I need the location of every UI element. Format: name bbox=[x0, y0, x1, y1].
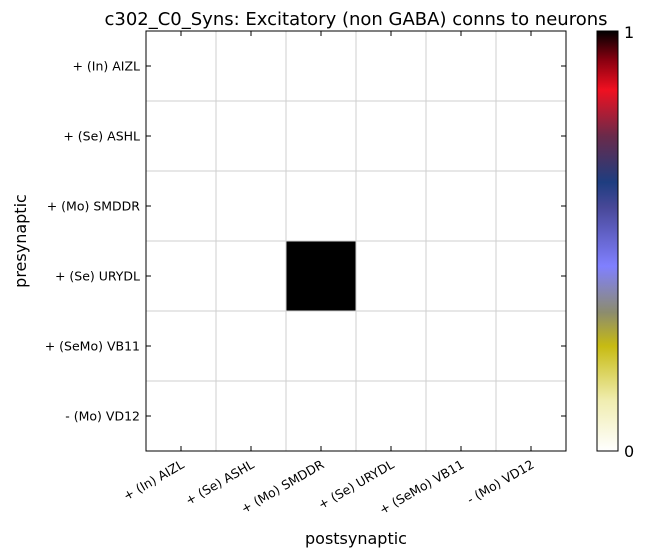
y-tick-label: + (SeMo) VB11 bbox=[45, 339, 140, 354]
heatmap-cell bbox=[496, 101, 566, 171]
heatmap-cell bbox=[496, 381, 566, 451]
axis-ticks bbox=[146, 31, 566, 451]
heatmap-cell bbox=[426, 171, 496, 241]
heatmap-cell bbox=[496, 31, 566, 101]
colorbar bbox=[596, 30, 619, 452]
heatmap-cell bbox=[356, 311, 426, 381]
heatmap-cell bbox=[216, 101, 286, 171]
heatmap-cell bbox=[356, 381, 426, 451]
heatmap-cells bbox=[146, 31, 566, 451]
y-tick-label: + (Mo) SMDDR bbox=[47, 199, 141, 214]
plot-frame bbox=[145, 30, 567, 452]
heatmap-cell bbox=[216, 381, 286, 451]
heatmap-cell bbox=[146, 311, 216, 381]
heatmap-cell bbox=[286, 171, 356, 241]
x-tick-label: - (Mo) VD12 bbox=[464, 457, 536, 507]
heatmap-cell bbox=[426, 311, 496, 381]
heatmap-cell bbox=[146, 381, 216, 451]
y-tick-label: + (Se) URYDL bbox=[55, 269, 140, 284]
heatmap-cell bbox=[356, 31, 426, 101]
heatmap-cell bbox=[286, 311, 356, 381]
heatmap-cell bbox=[426, 241, 496, 311]
grid-lines bbox=[146, 31, 566, 451]
chart-title: c302_C0_Syns: Excitatory (non GABA) conn… bbox=[104, 9, 607, 30]
heatmap-cell bbox=[146, 171, 216, 241]
heatmap-cell bbox=[496, 311, 566, 381]
y-tick-labels: + (In) AIZL + (Se) ASHL + (Mo) SMDDR + (Se)… bbox=[45, 59, 141, 424]
x-tick-label: + (In) AIZL bbox=[120, 457, 186, 504]
y-axis-label: presynaptic bbox=[11, 194, 30, 288]
heatmap-cell bbox=[216, 311, 286, 381]
colorbar-max-label: 1 bbox=[624, 23, 634, 42]
heatmap-cell bbox=[216, 241, 286, 311]
heatmap-cell bbox=[356, 101, 426, 171]
y-tick-label: - (Mo) VD12 bbox=[65, 409, 140, 424]
heatmap-cell bbox=[146, 31, 216, 101]
heatmap-cell bbox=[426, 31, 496, 101]
y-tick-label: + (In) AIZL bbox=[72, 59, 140, 74]
heatmap-cell bbox=[286, 381, 356, 451]
heatmap-cell bbox=[216, 31, 286, 101]
heatmap-cell bbox=[216, 171, 286, 241]
heatmap-cell bbox=[496, 171, 566, 241]
heatmap-cell bbox=[286, 101, 356, 171]
heatmap-cell bbox=[356, 171, 426, 241]
heatmap-cell bbox=[356, 241, 426, 311]
heatmap-cell bbox=[146, 241, 216, 311]
x-axis-label: postsynaptic bbox=[305, 529, 407, 548]
colorbar-min-label: 0 bbox=[624, 442, 634, 461]
heatmap-cell bbox=[426, 101, 496, 171]
x-tick-labels: + (In) AIZL+ (Se) ASHL+ (Mo) SMDDR+ (Se)… bbox=[120, 456, 536, 517]
heatmap-cell bbox=[146, 101, 216, 171]
heatmap-cell bbox=[426, 381, 496, 451]
y-tick-label: + (Se) ASHL bbox=[63, 129, 140, 144]
heatmap-cell bbox=[286, 241, 356, 311]
heatmap-cell bbox=[286, 31, 356, 101]
heatmap-cell bbox=[496, 241, 566, 311]
